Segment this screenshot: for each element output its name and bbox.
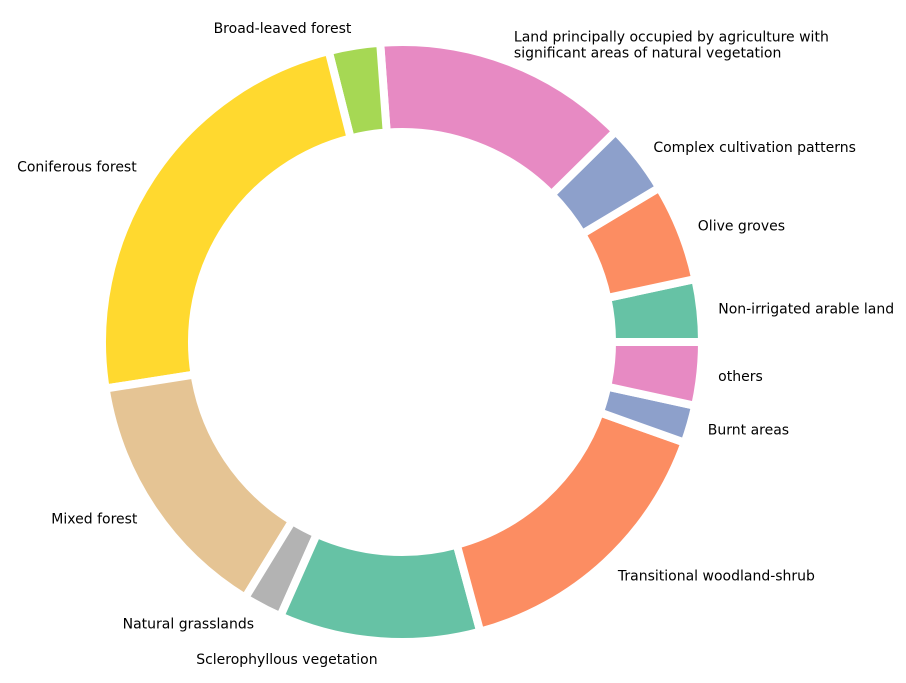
label-coniferous-forest: Coniferous forest — [17, 160, 137, 176]
label-transitional-woodland-shrub: Transitional woodland-shrub — [617, 568, 815, 584]
slice-transitional-woodland-shrub — [451, 407, 690, 637]
label-non-irrigated-arable-land: Non-irrigated arable land — [718, 301, 894, 317]
slice-others — [602, 338, 707, 411]
label-complex-cultivation-patterns: Complex cultivation patterns — [653, 140, 856, 156]
label-sclerophyllous-vegetation: Sclerophyllous vegetation — [196, 652, 377, 668]
label-olive-groves: Olive groves — [698, 218, 785, 234]
slice-sclerophyllous-vegetation — [275, 528, 486, 646]
label-natural-grasslands: Natural grasslands — [123, 616, 254, 632]
label-burnt-areas: Burnt areas — [708, 422, 789, 438]
label-mixed-forest: Mixed forest — [51, 511, 138, 527]
donut-labels: Non-irrigated arable land Olive groves Com… — [17, 21, 894, 668]
slice-coniferous-forest — [98, 46, 356, 394]
donut-slices — [98, 38, 707, 646]
label-broad-leaved-forest: Broad-leaved forest — [214, 21, 352, 37]
slice-land-principally-occupied-by-agriculture-with-significant-areas-of-natural-vegetation — [375, 38, 622, 201]
label-others: others — [718, 369, 763, 385]
label-land-principally-occupied-by-agriculture-with-significant-areas-of-natural-vegetation: Land principally occupied by agriculture… — [514, 29, 829, 61]
